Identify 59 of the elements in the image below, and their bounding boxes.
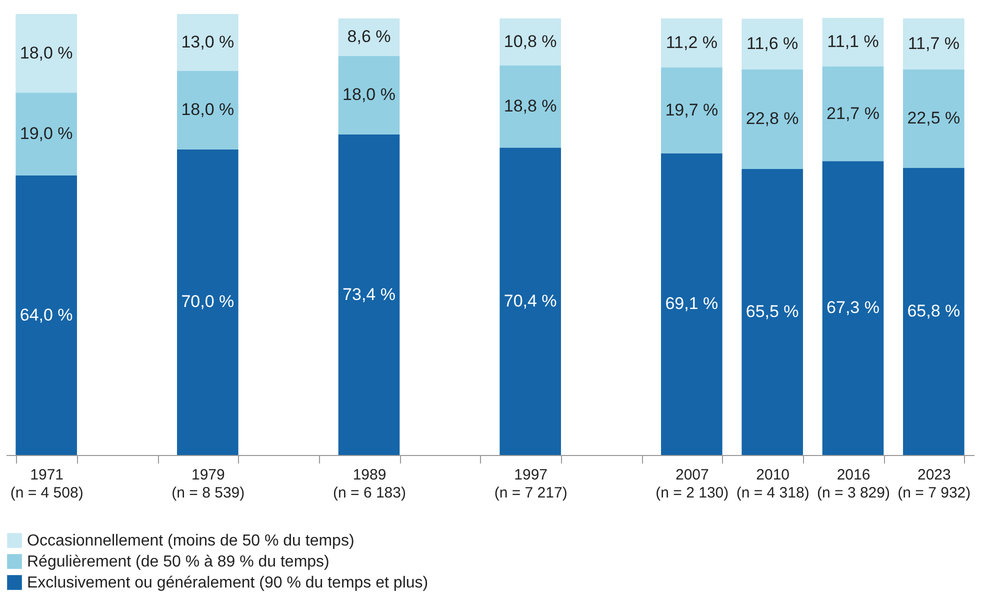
x-tick-label: 2010 (n = 4 318) bbox=[736, 466, 810, 502]
bar bbox=[822, 161, 884, 455]
bar bbox=[661, 153, 722, 455]
bar bbox=[338, 56, 400, 135]
data-label: 18,8 % bbox=[504, 96, 557, 116]
data-label: 19,7 % bbox=[665, 100, 718, 120]
legend-label: Régulièrement (de 50 % à 89 % du temps) bbox=[27, 554, 330, 570]
data-label: 22,8 % bbox=[746, 109, 799, 128]
data-label: 70,0 % bbox=[181, 292, 234, 312]
bar bbox=[500, 148, 561, 455]
data-label: 13,0 % bbox=[181, 32, 234, 52]
data-label: 70,4 % bbox=[504, 291, 557, 310]
data-label: 22,5 % bbox=[907, 108, 960, 128]
bar bbox=[742, 69, 803, 170]
data-label: 11,2 % bbox=[666, 32, 718, 52]
data-label: 69,1 % bbox=[665, 294, 718, 314]
x-tick-label: 1971 (n = 4 508) bbox=[10, 466, 84, 502]
legend-label: Exclusivement ou généralement (90 % du temps et plus) bbox=[27, 574, 428, 592]
data-label: 11,6 % bbox=[746, 34, 798, 54]
bar bbox=[661, 18, 722, 68]
x-tick-label: 1979 (n = 8 539) bbox=[172, 466, 245, 502]
data-label: 8,6 % bbox=[347, 27, 391, 46]
bar bbox=[338, 18, 400, 56]
data-label: 18,0 % bbox=[342, 85, 396, 104]
bar bbox=[500, 18, 561, 66]
bar bbox=[16, 176, 77, 455]
bar bbox=[177, 149, 238, 455]
bar bbox=[742, 169, 803, 455]
x-tick-label: 2007 (n = 2 130) bbox=[656, 466, 729, 502]
x-tick-label: 1997 (n = 7 217) bbox=[494, 466, 568, 502]
data-label: 65,5 % bbox=[746, 302, 799, 321]
x-tick-label: 1989 (n = 6 183) bbox=[333, 466, 406, 502]
bar bbox=[903, 18, 964, 70]
data-label: 19,0 % bbox=[20, 124, 73, 144]
data-label: 10,8 % bbox=[504, 32, 557, 51]
bar bbox=[903, 168, 964, 455]
data-label: 11,1 % bbox=[827, 32, 879, 52]
bar bbox=[822, 66, 884, 162]
data-label: 18,0 % bbox=[20, 43, 73, 62]
bar bbox=[903, 69, 964, 168]
bar bbox=[338, 134, 400, 455]
bar bbox=[16, 92, 77, 176]
bar bbox=[177, 14, 238, 71]
bar bbox=[500, 66, 561, 148]
x-tick-label: 2016 (n = 3 829) bbox=[817, 466, 890, 502]
data-label: 73,4 % bbox=[342, 284, 396, 304]
legend-label: Occasionnellement (moins de 50 % du temps) bbox=[27, 532, 354, 550]
bar bbox=[822, 18, 884, 66]
data-label: 18,0 % bbox=[181, 100, 234, 120]
bar bbox=[16, 14, 77, 93]
data-label: 21,7 % bbox=[826, 104, 880, 123]
data-label: 11,7 % bbox=[908, 34, 960, 53]
data-label: 64,0 % bbox=[20, 305, 73, 324]
bar bbox=[742, 18, 803, 70]
x-tick-label: 2023 (n = 7 932) bbox=[898, 466, 971, 502]
bar bbox=[177, 70, 238, 150]
data-label: 67,3 % bbox=[826, 298, 880, 318]
data-label: 65,8 % bbox=[907, 301, 960, 320]
bar bbox=[661, 67, 722, 154]
